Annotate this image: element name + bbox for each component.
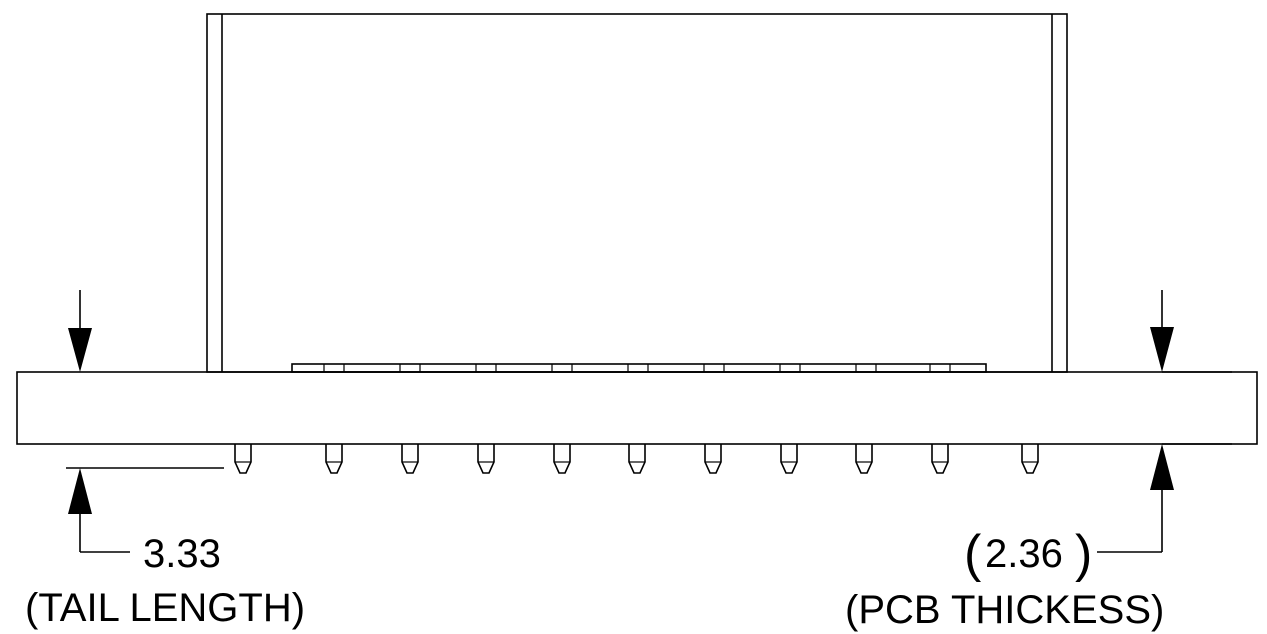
- pin-housing-strip: [291, 363, 987, 373]
- tail-length-value: 3.33: [143, 532, 221, 576]
- pcb-thickness-value: 2.36: [985, 532, 1063, 576]
- pin-tail: [1021, 444, 1039, 474]
- pcb-thickness-paren-close: ): [1075, 525, 1092, 583]
- pcb-thickness-label: (PCB THICKESS): [845, 588, 1164, 632]
- pin-tails: [234, 444, 1039, 474]
- pcb-bottom-arrowhead: [1150, 444, 1174, 490]
- pcb-board: [16, 371, 1258, 445]
- pin-tail: [780, 444, 798, 474]
- connector-shroud: [206, 13, 1068, 373]
- pin-tail: [704, 444, 722, 474]
- pin-tail: [477, 444, 495, 474]
- tail-length-dimension: [79, 290, 130, 553]
- pin-tail: [931, 444, 949, 474]
- pin-tail: [553, 444, 571, 474]
- pcb-thickness-dimension: [1097, 290, 1163, 553]
- pin-tail: [234, 444, 252, 474]
- tail-length-label: (TAIL LENGTH): [25, 586, 305, 630]
- tail-bottom-arrowhead: [68, 468, 92, 514]
- housing-dividers: [323, 364, 951, 372]
- pin-tail: [628, 444, 646, 474]
- tail-top-arrowhead: [68, 328, 92, 372]
- pcb-thickness-paren-open: (: [964, 525, 982, 583]
- pin-tail: [855, 444, 873, 474]
- pcb-top-arrowhead: [1150, 327, 1174, 372]
- pin-tail: [401, 444, 419, 474]
- pin-tail: [325, 444, 343, 474]
